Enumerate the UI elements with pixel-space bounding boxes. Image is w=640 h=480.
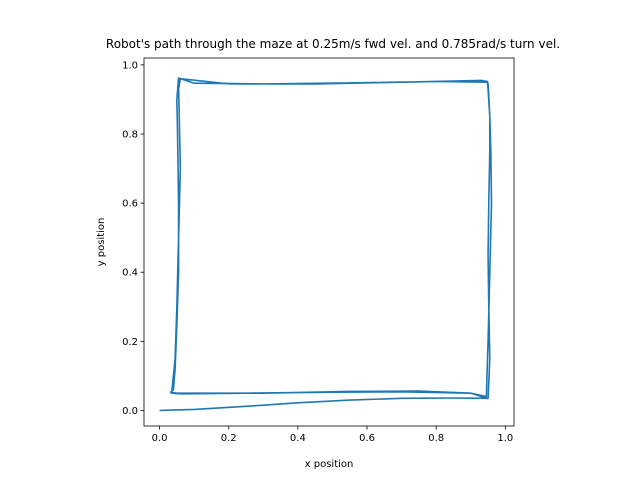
x-tick-label: 0.6 [359,433,375,444]
y-axis-ticks: 0.0 0.2 0.4 0.6 0.8 1.0 [122,60,144,417]
y-tick-label: 1.0 [122,60,138,71]
y-axis-label: y position [96,218,107,267]
x-tick-label: 0.8 [428,433,444,444]
x-tick-label: 0.2 [221,433,237,444]
y-tick-label: 0.2 [122,337,138,348]
chart-title: Robot's path through the maze at 0.25m/s… [106,37,560,51]
x-axis-label: x position [305,459,354,470]
y-tick-label: 0.6 [122,199,138,210]
x-tick-label: 0.4 [290,433,306,444]
x-axis-ticks: 0.0 0.2 0.4 0.6 0.8 1.0 [152,426,513,444]
y-tick-label: 0.8 [122,130,138,141]
axes-frame [143,57,515,427]
y-tick-label: 0.0 [122,406,138,417]
plot-area [144,58,514,426]
series-line-0 [159,77,493,412]
line-layer [159,77,493,412]
x-tick-label: 0.0 [152,433,168,444]
x-tick-label: 1.0 [497,433,513,444]
y-tick-label: 0.4 [122,268,138,279]
